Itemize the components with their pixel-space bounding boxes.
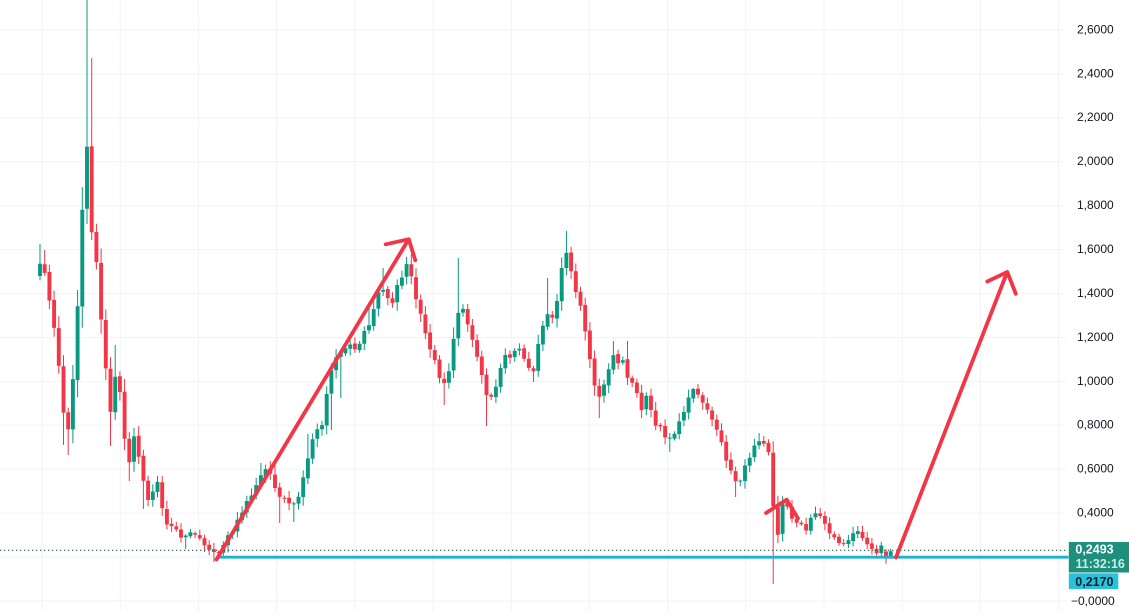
svg-text:2,2000: 2,2000 [1077,110,1114,124]
svg-text:1,0000: 1,0000 [1077,374,1114,388]
svg-text:0,2493: 0,2493 [1075,543,1113,557]
svg-text:2,0000: 2,0000 [1077,154,1114,168]
svg-text:1,2000: 1,2000 [1077,330,1114,344]
svg-text:0,4000: 0,4000 [1077,506,1114,520]
svg-text:1,8000: 1,8000 [1077,198,1114,212]
svg-text:1,4000: 1,4000 [1077,286,1114,300]
svg-text:0,6000: 0,6000 [1077,462,1114,476]
svg-text:0,2170: 0,2170 [1075,575,1113,589]
svg-text:2,4000: 2,4000 [1077,66,1114,80]
svg-text:1,6000: 1,6000 [1077,242,1114,256]
svg-text:−0,0000: −0,0000 [1071,594,1115,608]
svg-text:2,6000: 2,6000 [1077,22,1114,36]
svg-text:0,8000: 0,8000 [1077,418,1114,432]
svg-text:11:32:16: 11:32:16 [1076,557,1125,571]
